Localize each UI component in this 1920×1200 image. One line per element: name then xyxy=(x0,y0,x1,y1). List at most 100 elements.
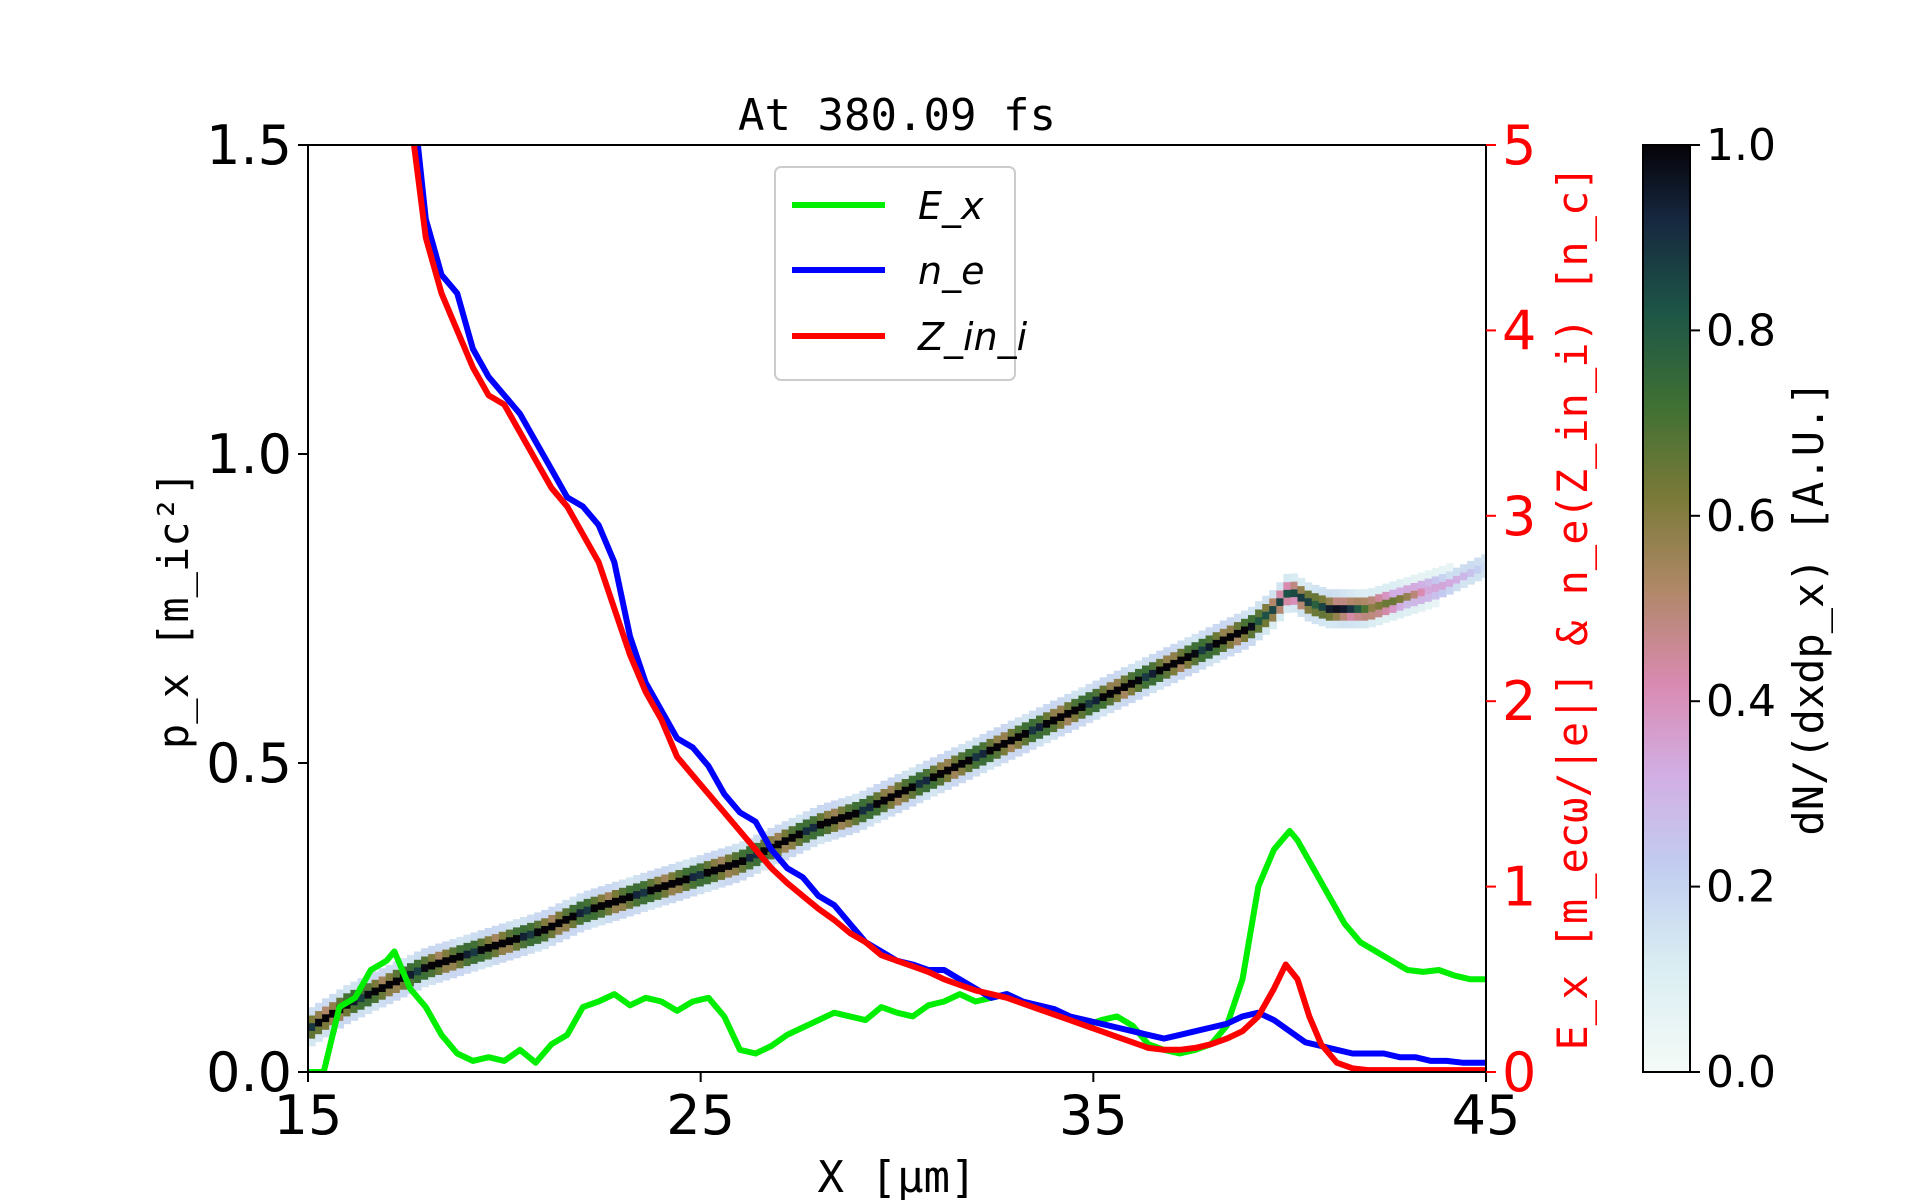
heatmap-cell-812 xyxy=(1460,571,1468,581)
heatmap-cell-301 xyxy=(732,867,740,876)
heatmap-cell-779 xyxy=(1403,577,1412,586)
heatmap-cell-158 xyxy=(527,922,535,931)
heatmap-cell-42 xyxy=(364,990,373,999)
heatmap-cell-741 xyxy=(1354,612,1362,621)
heatmap-cell-627 xyxy=(1191,649,1200,658)
heatmap-cell-124 xyxy=(477,930,486,939)
heatmap-cell-386 xyxy=(852,816,860,826)
heatmap-cell-643 xyxy=(1212,631,1221,640)
heatmap-cell-387 xyxy=(852,809,860,818)
heatmap-cell-673 xyxy=(1255,609,1263,618)
heatmap-cell-358 xyxy=(809,815,818,824)
heatmap-cell-167 xyxy=(541,925,549,934)
heatmap-cell-815 xyxy=(1467,568,1475,577)
y-right-tick-label-4: 4 xyxy=(1502,299,1536,362)
heatmap-cell-164 xyxy=(534,912,542,921)
y-tick-label-3: 1.5 xyxy=(206,114,292,177)
heatmap-cell-717 xyxy=(1318,602,1327,611)
heatmap-cell-49 xyxy=(371,971,380,980)
heatmap-cell-499 xyxy=(1007,720,1016,729)
heatmap-cell-453 xyxy=(944,758,952,767)
heatmap-cell-663 xyxy=(1241,618,1249,627)
heatmap-cell-357 xyxy=(809,823,818,832)
heatmap-cell-392 xyxy=(859,806,867,815)
heatmap-cell-475 xyxy=(979,764,988,774)
heatmap-cell-183 xyxy=(562,907,571,916)
heatmap-cell-613 xyxy=(1170,651,1178,660)
heatmap-cell-554 xyxy=(1085,683,1094,693)
heatmap-cell-495 xyxy=(1007,751,1016,760)
heatmap-cell-175 xyxy=(555,934,564,943)
heatmap-cell-258 xyxy=(668,871,677,880)
heatmap-cell-675 xyxy=(1262,626,1270,635)
heatmap-cell-543 xyxy=(1071,698,1079,707)
heatmap-cell-422 xyxy=(901,786,910,795)
heatmap-cell-292 xyxy=(717,863,726,873)
heatmap-cell-313 xyxy=(746,845,754,854)
heatmap-cell-667 xyxy=(1248,622,1256,631)
heatmap-cell-322 xyxy=(760,846,769,855)
heatmap-cell-419 xyxy=(894,774,903,783)
heatmap-cell-366 xyxy=(824,825,832,835)
heatmap-cell-810 xyxy=(1453,567,1461,576)
heatmap-cell-230 xyxy=(633,906,641,915)
heatmap-cell-187 xyxy=(569,912,578,921)
heatmap-cell-369 xyxy=(824,802,832,811)
colorbar-tick-label-1: 0.2 xyxy=(1706,862,1776,913)
heatmap-cell-363 xyxy=(816,812,825,821)
heatmap-cell-227 xyxy=(626,892,634,901)
heatmap-cell-610 xyxy=(1170,674,1178,684)
heatmap-cell-529 xyxy=(1050,700,1058,709)
heatmap-cell-41 xyxy=(364,998,373,1007)
heatmap-cell-10 xyxy=(322,1029,330,1038)
heatmap-cell-445 xyxy=(937,784,945,794)
heatmap-cell-635 xyxy=(1205,658,1214,667)
heatmap-cell-525 xyxy=(1050,731,1058,740)
heatmap-cell-648 xyxy=(1219,628,1228,637)
heatmap-cell-437 xyxy=(922,776,931,785)
heatmap-cell-282 xyxy=(703,868,712,877)
heatmap-cell-303 xyxy=(732,851,740,860)
heatmap-cell-718 xyxy=(1318,594,1327,604)
heatmap-cell-698 xyxy=(1290,581,1299,590)
heatmap-cell-508 xyxy=(1021,721,1030,730)
heatmap-cell-283 xyxy=(703,860,712,869)
heatmap-cell-101 xyxy=(449,962,458,971)
heatmap-cell-682 xyxy=(1269,605,1277,614)
heatmap-cell-408 xyxy=(880,788,889,797)
heatmap-cell-224 xyxy=(619,879,627,888)
heatmap-cell-484 xyxy=(986,730,995,739)
heatmap-cell-202 xyxy=(590,903,599,913)
heatmap-cell-367 xyxy=(824,818,832,827)
heatmap-cell-239 xyxy=(640,872,648,882)
heatmap-cell-703 xyxy=(1297,585,1306,594)
heatmap-cell-745 xyxy=(1361,620,1369,629)
heatmap-cell-286 xyxy=(710,873,719,883)
heatmap-cell-411 xyxy=(887,800,896,809)
heatmap-cell-527 xyxy=(1050,716,1058,725)
colorbar-tick-label-3: 0.6 xyxy=(1706,491,1776,542)
heatmap-cell-562 xyxy=(1099,692,1108,701)
heatmap-cell-588 xyxy=(1135,668,1143,677)
heatmap-cell-35 xyxy=(357,1009,366,1018)
heatmap-cell-247 xyxy=(654,883,662,893)
heatmap-cell-180 xyxy=(562,930,571,940)
heatmap-cell-442 xyxy=(930,772,938,782)
heatmap-cell-438 xyxy=(922,768,931,777)
heatmap-cell-305 xyxy=(739,872,747,881)
heatmap-cell-75 xyxy=(414,982,422,991)
heatmap-cell-724 xyxy=(1325,589,1334,598)
heatmap-cell-121 xyxy=(477,953,486,962)
heatmap-cell-378 xyxy=(838,805,846,815)
heatmap-cell-750 xyxy=(1368,619,1376,628)
heatmap-cell-732 xyxy=(1339,604,1348,613)
heatmap-cell-417 xyxy=(894,789,903,798)
heatmap-cell-73 xyxy=(407,962,415,971)
heatmap-cell-599 xyxy=(1149,653,1157,663)
heatmap-cell-55 xyxy=(385,995,394,1005)
heatmap-cell-621 xyxy=(1184,660,1193,669)
heatmap-cell-700 xyxy=(1297,608,1306,617)
heatmap-cell-528 xyxy=(1050,708,1058,717)
heatmap-cell-622 xyxy=(1184,652,1193,661)
